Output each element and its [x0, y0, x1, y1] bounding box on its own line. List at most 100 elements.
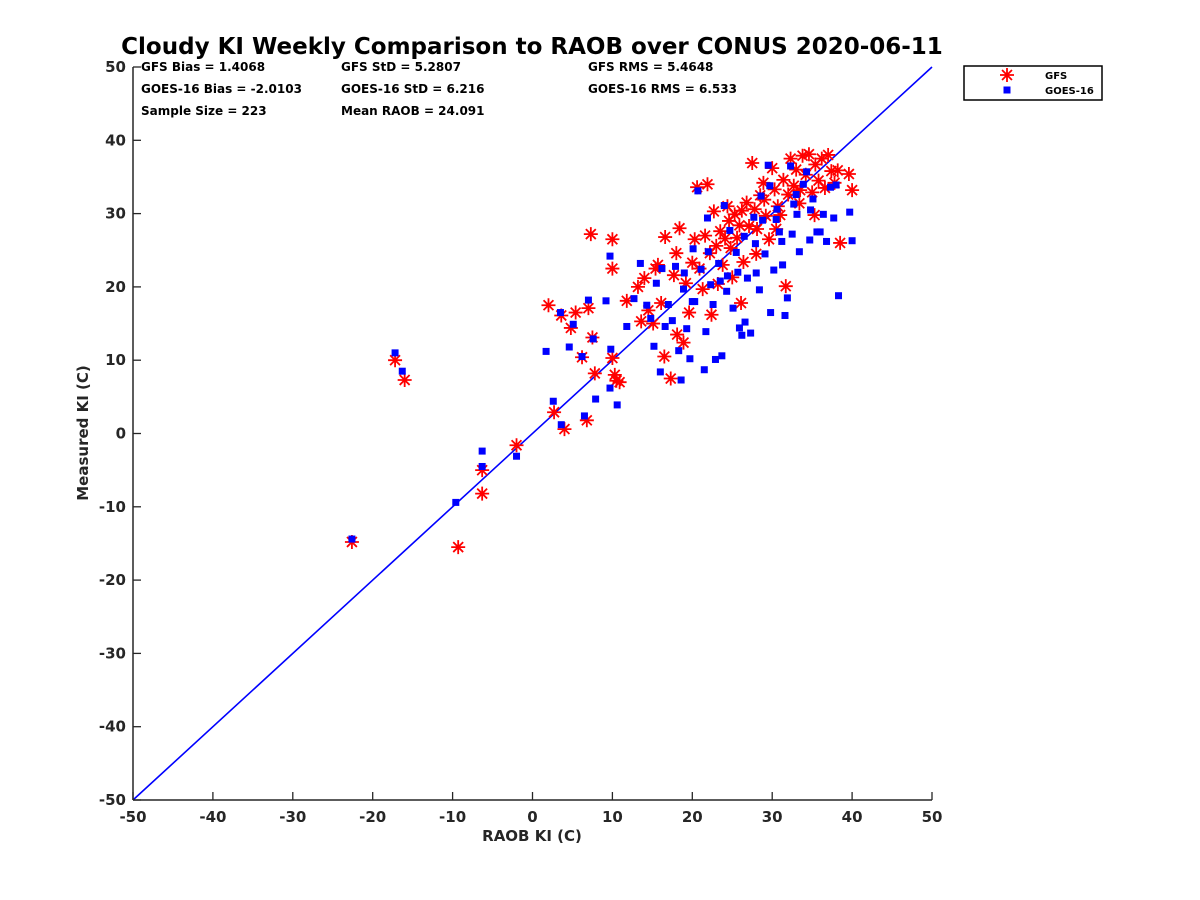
goes16-point	[778, 237, 786, 245]
gfs-point	[557, 422, 572, 437]
goes16-point	[816, 228, 824, 236]
gfs-point	[734, 296, 749, 311]
stats-block: GFS Bias = 1.4068 GFS StD = 5.2807 GFS R…	[141, 60, 737, 118]
x-tick-label: -30	[279, 808, 306, 826]
y-tick-label: -20	[99, 571, 126, 589]
gfs-point	[678, 276, 693, 291]
goes16-point	[741, 318, 749, 326]
goes16-point	[830, 214, 838, 222]
legend-box	[963, 65, 1103, 101]
gfs-point	[758, 208, 773, 223]
goes16-point	[766, 182, 774, 190]
goes16-point	[783, 294, 791, 302]
legend-marker-gfs-symbol	[1000, 68, 1014, 82]
gfs-point	[734, 203, 749, 218]
goes16-point	[623, 322, 631, 330]
gfs-point	[786, 178, 801, 193]
goes16-point	[752, 269, 760, 277]
gfs-point	[789, 162, 804, 177]
chart-title: Cloudy KI Weekly Comparison to RAOB over…	[121, 34, 943, 60]
x-tick-label: 30	[762, 808, 783, 826]
goes16-point	[584, 296, 592, 304]
goes16-point	[702, 328, 710, 336]
goes16-point	[452, 498, 460, 506]
stat-goes-bias: GOES-16 Bias = -2.0103	[141, 82, 302, 96]
y-tick-label: -40	[99, 718, 126, 736]
y-tick-label: -10	[99, 498, 126, 516]
goes16-point	[743, 274, 751, 282]
gfs-point	[793, 183, 808, 198]
gfs-point	[723, 241, 738, 256]
gfs-point	[783, 151, 798, 166]
goes16-point	[556, 309, 564, 317]
gfs-point	[682, 305, 697, 320]
goes16-point	[680, 285, 688, 293]
gfs-point	[650, 257, 665, 272]
y-tick-label: -50	[99, 791, 126, 809]
gfs-point	[715, 257, 730, 272]
goes16-point	[704, 248, 712, 256]
gfs-point	[685, 255, 700, 270]
gfs-point	[762, 232, 777, 247]
gfs-point	[773, 208, 788, 223]
gfs-point	[666, 268, 681, 283]
gfs-point	[730, 230, 745, 245]
gfs-point	[605, 351, 620, 366]
gfs-point	[700, 177, 715, 192]
legend-marker-goes16	[1003, 86, 1011, 94]
gfs-point	[475, 486, 490, 501]
y-tick-label: 40	[105, 131, 126, 149]
gfs-point	[547, 405, 562, 420]
goes16-point	[735, 324, 743, 332]
goes16-point	[740, 232, 748, 240]
gfs-point	[641, 303, 656, 318]
goes16-point	[664, 300, 672, 308]
gfs-point	[736, 254, 751, 269]
plot-area	[132, 66, 933, 801]
gfs-point	[778, 279, 793, 294]
gfs-point	[765, 161, 780, 176]
goes16-point	[661, 322, 669, 330]
axes: -50 -40 -30 -20 -10 0 10 20 30 40 50 -50 -40 -30 -20 -1…	[99, 58, 943, 826]
goes16-point	[747, 329, 755, 337]
gfs-point	[833, 235, 848, 250]
gfs-point	[563, 320, 578, 335]
gfs-point	[706, 204, 721, 219]
y-tick-label: -30	[99, 644, 126, 662]
goes16-point	[759, 216, 767, 224]
goes16-point	[732, 248, 740, 256]
gfs-point	[669, 246, 684, 261]
series-goes-16	[348, 161, 856, 543]
gfs-point	[725, 270, 740, 285]
gfs-point	[581, 301, 596, 316]
goes16-point	[348, 535, 356, 543]
goes16-point	[757, 192, 765, 200]
gfs-point	[587, 366, 602, 381]
goes16-point	[764, 161, 772, 169]
gfs-point	[475, 463, 490, 478]
gfs-point	[541, 298, 556, 313]
stat-sample-size: Sample Size = 223	[141, 104, 267, 118]
goes16-point	[686, 355, 694, 363]
gfs-point	[817, 180, 832, 195]
goes16-point	[819, 210, 827, 218]
goes16-point	[772, 215, 780, 223]
goes16-point	[589, 335, 597, 343]
goes16-point	[391, 349, 399, 357]
stat-gfs-bias: GFS Bias = 1.4068	[141, 60, 265, 74]
gfs-point	[747, 202, 762, 217]
goes16-point	[832, 181, 840, 189]
goes16-point	[848, 237, 856, 245]
gfs-point	[646, 316, 661, 331]
goes16-point	[697, 265, 705, 273]
gfs-point	[808, 157, 823, 172]
goes16-point	[668, 317, 676, 325]
goes16-point	[734, 268, 742, 276]
goes16-point	[630, 295, 638, 303]
goes16-point	[643, 301, 651, 309]
goes16-point	[738, 331, 746, 339]
gfs-point	[690, 180, 705, 195]
gfs-point	[451, 540, 466, 555]
goes16-point	[703, 214, 711, 222]
goes16-point	[773, 205, 781, 213]
